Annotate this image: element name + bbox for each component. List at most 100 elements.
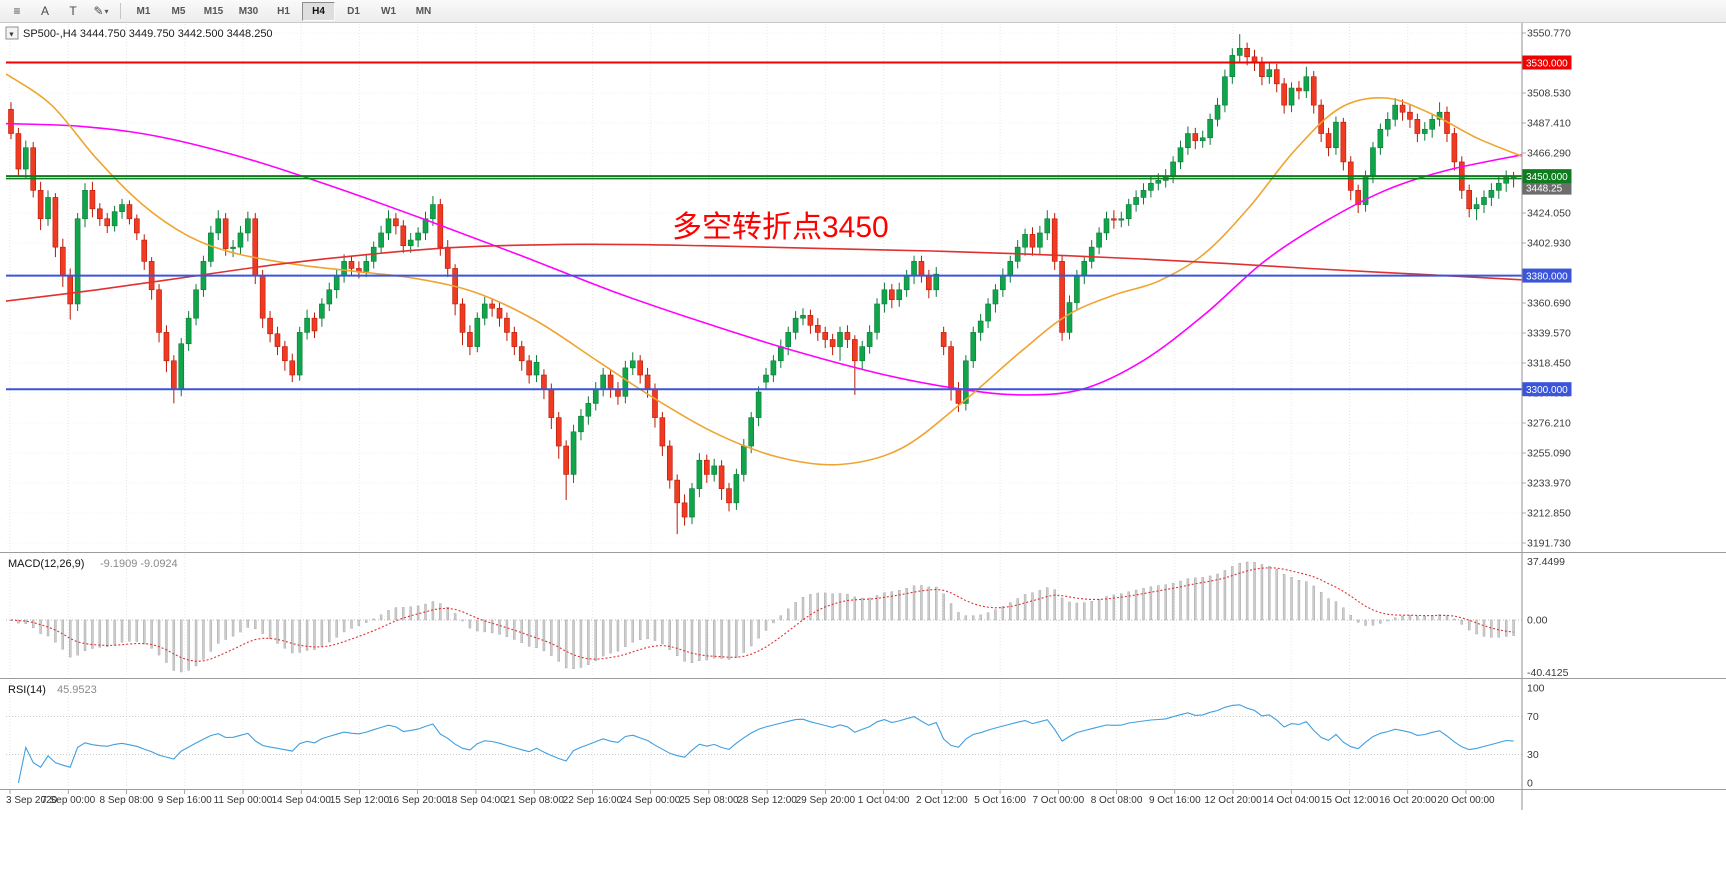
candle-body (1340, 121, 1347, 163)
candle-body (333, 275, 340, 291)
candle-body (1451, 133, 1458, 163)
horizontal-lines-layer[interactable] (6, 61, 1522, 391)
time-label[interactable]: 8 Oct 08:00 (1091, 795, 1143, 806)
macd-bar (1186, 578, 1190, 621)
time-label[interactable]: 16 Oct 20:00 (1379, 795, 1437, 806)
macd-bar (120, 619, 124, 643)
drawing-tool-icon[interactable]: ✎ ▾ (93, 4, 109, 18)
macd-bar (675, 619, 679, 656)
time-label[interactable]: 29 Sep 20:00 (796, 795, 856, 806)
timeframe-mn[interactable]: MN (415, 5, 432, 17)
time-label[interactable]: 2 Oct 12:00 (916, 795, 968, 806)
macd-bar (276, 619, 279, 644)
timeframe-m5[interactable]: M5 (171, 5, 186, 17)
time-label[interactable]: 15 Sep 12:00 (330, 795, 390, 806)
macd-bar (764, 619, 768, 631)
macd-bar (224, 619, 227, 640)
candle-body (1244, 47, 1250, 58)
macd-bar (1430, 615, 1434, 621)
time-label[interactable]: 28 Sep 12:00 (737, 795, 797, 806)
text-tool-icon[interactable]: T (69, 4, 77, 18)
macd-bar (1253, 562, 1256, 621)
macd-bar (187, 619, 190, 671)
timeframe-m1[interactable]: M1 (136, 5, 151, 17)
candle-body (1000, 275, 1006, 291)
time-label[interactable]: 15 Oct 12:00 (1321, 795, 1379, 806)
candle-body (763, 374, 769, 383)
candle-body (644, 374, 651, 390)
candle-body (1399, 104, 1406, 113)
candle-body (1325, 133, 1332, 149)
time-label[interactable]: 12 Oct 20:00 (1204, 795, 1262, 806)
time-label[interactable]: 7 Sep 00:00 (41, 795, 95, 806)
time-label[interactable]: 24 Sep 00:00 (621, 795, 681, 806)
macd-bar (690, 619, 694, 663)
time-label[interactable]: 9 Sep 16:00 (158, 795, 212, 806)
time-label[interactable]: 16 Sep 20:00 (388, 795, 448, 806)
timeframe-w1[interactable]: W1 (381, 5, 396, 17)
timeframe-m15[interactable]: M15 (203, 5, 224, 17)
macd-bar (76, 619, 79, 656)
time-label[interactable]: 18 Sep 04:00 (446, 795, 506, 806)
time-label[interactable]: 20 Oct 00:00 (1437, 795, 1495, 806)
macd-bar (128, 619, 131, 642)
candle-body (970, 332, 977, 362)
timeframe-d1[interactable]: D1 (347, 5, 360, 17)
time-label[interactable]: 9 Oct 16:00 (1149, 795, 1201, 806)
time-label[interactable]: 5 Oct 16:00 (974, 795, 1026, 806)
timeframe-h1[interactable]: H1 (277, 5, 290, 17)
candle-body (1155, 180, 1162, 184)
price-scale-label: 3360.690 (1527, 298, 1571, 310)
macd-bar (883, 592, 886, 621)
candle-body (134, 218, 140, 234)
timeframe-m30[interactable]: M30 (238, 5, 259, 17)
candle-body (156, 289, 162, 333)
macd-bar (180, 619, 183, 673)
macd-bar (246, 619, 250, 628)
price-scale-label: 3255.090 (1527, 448, 1571, 460)
macd-bar (1009, 602, 1012, 621)
collapse-icon[interactable]: ▼ (8, 32, 15, 39)
chart-list-icon[interactable]: ≡ (13, 4, 21, 18)
candle-body (1103, 218, 1110, 234)
macd-bar (69, 619, 72, 658)
time-label[interactable]: 3 Sep 2020 (6, 795, 58, 806)
macd-bar (668, 619, 671, 650)
macd-bar (261, 619, 264, 634)
macd-bar (838, 593, 842, 621)
candle-body (533, 361, 540, 376)
time-label[interactable]: 7 Oct 00:00 (1032, 795, 1084, 806)
time-label[interactable]: 14 Oct 04:00 (1263, 795, 1321, 806)
time-label[interactable]: 1 Oct 04:00 (858, 795, 910, 806)
macd-bar (1453, 618, 1456, 621)
price-scale[interactable]: 3550.7703529.6503508.5303487.4103466.290… (1522, 28, 1571, 550)
annotation-text[interactable]: 多空转折点3450 (672, 211, 889, 244)
macd-bar (1438, 614, 1441, 621)
candle-body (1007, 261, 1014, 276)
macd-bar (616, 619, 620, 652)
timeframe-h4[interactable]: H4 (302, 1, 335, 21)
time-label[interactable]: 8 Sep 08:00 (100, 795, 154, 806)
rsi-scale-label: 0 (1527, 778, 1533, 790)
macd-bar (268, 619, 272, 639)
candle-body (289, 360, 296, 376)
rsi-panel: 100 70 30 0 (6, 683, 1545, 790)
candle-body (1503, 175, 1509, 184)
time-label[interactable]: 25 Sep 08:00 (679, 795, 739, 806)
candle-body (837, 332, 843, 347)
font-icon[interactable]: A (40, 4, 49, 18)
macd-bar (335, 619, 338, 638)
macd-bar (1482, 619, 1486, 637)
candle-body (800, 315, 806, 319)
macd-bar (202, 619, 205, 660)
candle-body (1310, 76, 1317, 106)
time-label[interactable]: 22 Sep 16:00 (563, 795, 623, 806)
time-label[interactable]: 21 Sep 08:00 (504, 795, 564, 806)
toolbar: ≡ A T ✎ ▾ M1 M5 M15 M30 H1 H4 D1 W1 MN (0, 0, 1726, 23)
time-label[interactable]: 14 Sep 04:00 (271, 795, 331, 806)
macd-bar (779, 615, 783, 621)
time-label[interactable]: 11 Sep 00:00 (214, 795, 273, 806)
macd-bar (1223, 570, 1227, 621)
